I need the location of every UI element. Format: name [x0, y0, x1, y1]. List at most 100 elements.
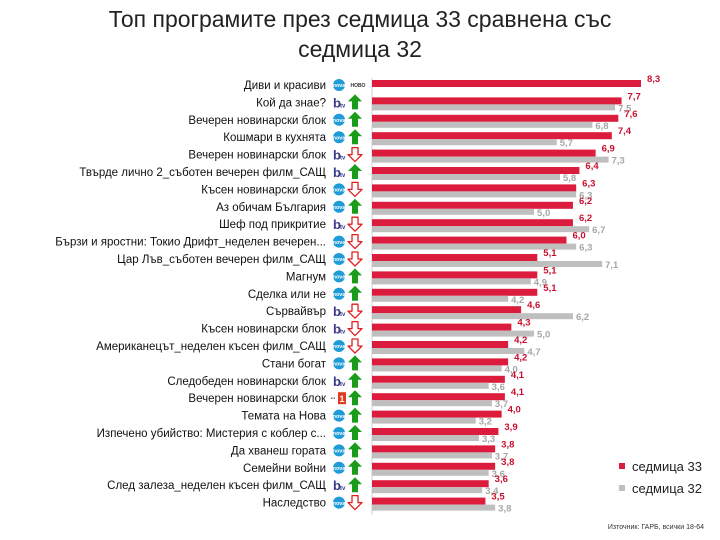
svg-text:nova: nova [333, 135, 347, 141]
bar-week32 [372, 400, 492, 407]
trend-down-arrow-icon [347, 320, 363, 337]
category-label: Американецът_неделен късен филм_САЩ [96, 341, 326, 353]
trend-down-arrow-icon [347, 216, 363, 232]
data-label-week33: 7,6 [624, 109, 637, 120]
channel-logo-nova: nova [333, 235, 347, 248]
svg-text:tv: tv [340, 225, 346, 231]
bar-week33 [372, 114, 619, 122]
bar-week32 [372, 139, 557, 146]
bar-week32 [372, 104, 616, 111]
trend-up-arrow-icon [348, 355, 362, 371]
category-label: Сървайвър [266, 306, 326, 318]
new-badge: НОВО [351, 83, 366, 89]
category-label: Късен новинарски блок [201, 184, 327, 196]
data-label-week32: 3,7 [495, 399, 508, 410]
category-label: Късен новинарски блок [201, 324, 327, 336]
bar-week33 [372, 462, 496, 470]
channel-logo-nova: nova [333, 113, 346, 126]
trend-down-arrow-icon [347, 338, 363, 354]
svg-text:b: b [333, 148, 341, 163]
category-label: Стани богат [262, 358, 327, 370]
data-label-week32: 3,6 [492, 469, 505, 480]
svg-text:b: b [333, 165, 341, 180]
data-label-week32: 6,3 [579, 243, 592, 254]
source-note: Източник: ГАРБ, всички 18-64 [607, 524, 704, 531]
data-label-week33: 8,3 [647, 74, 660, 85]
svg-text:nova: nova [333, 240, 347, 246]
bar-week32 [372, 121, 593, 128]
channel-logo-nova: nova [333, 131, 347, 144]
svg-text:tv: tv [340, 173, 346, 179]
bar-week33 [372, 375, 505, 383]
bar-week33 [372, 80, 641, 87]
channel-logo-nova: nova [333, 183, 346, 196]
svg-text:nova: nova [333, 275, 347, 281]
data-label-week33: 3,9 [504, 422, 517, 433]
channel-logo-bnt1: 1 [331, 392, 346, 405]
data-label-week33: 3,5 [491, 492, 505, 503]
channel-logo-btv: b tv [333, 374, 346, 389]
data-label-week32: 5,7 [560, 138, 573, 149]
trend-up-arrow-icon [348, 285, 362, 301]
trend-down-arrow-icon [347, 233, 363, 250]
svg-text:b: b [333, 217, 341, 232]
svg-text:b: b [333, 478, 341, 493]
trend-down-arrow-icon [347, 181, 363, 198]
trend-up-arrow-icon [348, 111, 362, 127]
bar-week33 [372, 132, 612, 140]
bar-week33 [372, 271, 538, 279]
svg-text:tv: tv [340, 103, 346, 109]
data-label-week32: 3,6 [492, 382, 505, 393]
trend-up-arrow-icon [348, 198, 362, 214]
category-label: Сделка или не [248, 289, 326, 301]
bar-week33 [372, 358, 509, 366]
data-label-week32: 5,0 [537, 330, 550, 341]
trend-up-arrow-icon [348, 442, 362, 458]
data-label-week33: 4,2 [514, 352, 527, 363]
data-label-week33: 3,8 [501, 457, 514, 468]
data-label-week33: 5,1 [543, 265, 557, 276]
channel-logo-nova: nova [333, 270, 347, 283]
bar-week33 [372, 254, 538, 261]
trend-up-arrow-icon [348, 129, 362, 145]
data-label-week33: 5,1 [543, 248, 557, 259]
bar-week32 [372, 243, 577, 250]
bar-week33 [372, 184, 577, 192]
channel-logo-btv: b tv [333, 95, 346, 110]
category-label: Вечерен новинарски блок [188, 150, 327, 162]
bar-week33 [372, 341, 509, 348]
chart-title: Топ програмите през седмица 33 сравнена … [108, 6, 612, 62]
legend-swatch-week33 [619, 463, 625, 469]
bar-week32 [372, 469, 489, 476]
data-label-week32: 3,8 [498, 504, 511, 515]
bar-week33 [372, 497, 486, 505]
legend-label-week32: седмица 32 [632, 481, 702, 496]
data-label-week32: 4,0 [505, 364, 518, 375]
data-label-week33: 4,3 [517, 318, 530, 329]
svg-text:nova: nova [333, 501, 347, 507]
channel-logo-btv: b tv [333, 217, 346, 232]
bar-week32 [372, 330, 535, 337]
data-label-week32: 3,4 [485, 486, 499, 497]
data-label-week33: 4,6 [527, 300, 540, 311]
category-label: Вечерен новинарски блок [188, 115, 327, 127]
bar-week32 [372, 348, 525, 354]
data-label-week32: 5,0 [537, 208, 550, 219]
trend-up-arrow-icon [348, 407, 362, 423]
svg-text:b: b [333, 374, 341, 389]
category-label: Наследство [263, 498, 326, 510]
bar-week33 [372, 323, 512, 331]
data-label-week33: 4,1 [511, 387, 525, 398]
svg-text:b: b [333, 304, 341, 319]
bar-week32 [372, 191, 577, 198]
data-label-week32: 3,3 [482, 434, 495, 445]
bar-week32 [372, 295, 509, 302]
bar-week32 [372, 435, 479, 441]
svg-text:b: b [333, 322, 341, 337]
data-label-week32: 3,2 [479, 417, 492, 428]
category-label: Аз обичам България [216, 202, 326, 214]
trend-up-arrow-icon [348, 459, 362, 475]
channel-logo-btv: b tv [333, 148, 346, 163]
bar-week33 [372, 167, 580, 174]
